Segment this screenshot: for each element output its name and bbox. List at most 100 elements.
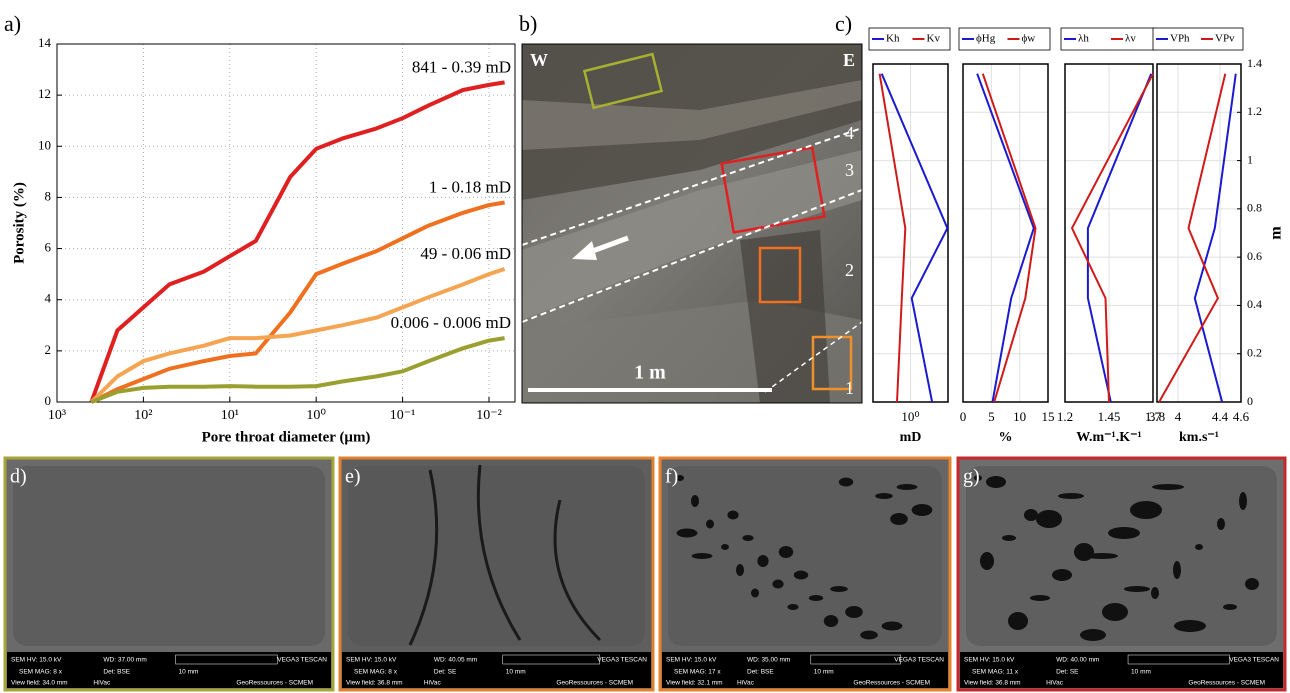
scale-box xyxy=(175,654,278,665)
orientation-label: W xyxy=(530,50,548,70)
sem-info: GeoRessources - SCMEM xyxy=(853,680,930,687)
data-line xyxy=(90,200,505,404)
sem-info: 10 mm xyxy=(814,669,834,676)
pore xyxy=(778,546,794,558)
x-tick-label: 3.8 xyxy=(1149,409,1165,424)
sem-info: Det: SE xyxy=(1056,669,1079,676)
y-tick-label: 1.2 xyxy=(1247,104,1262,118)
pore xyxy=(793,570,809,580)
sem-info: 10 mm xyxy=(179,669,199,676)
sem-info: View field: 36.8 mm xyxy=(964,680,1021,687)
sem-images: d) SEM HV: 15.0 kV WD: 37.00 mm SEM MAG: 8 … xyxy=(3,456,1287,692)
profile-line xyxy=(976,73,1035,403)
y-tick-label: 8 xyxy=(45,188,52,203)
sem-info: SEM MAG: 11 x xyxy=(972,669,1019,676)
fault-line xyxy=(521,189,863,323)
pore xyxy=(1086,553,1118,559)
pore xyxy=(1173,561,1181,579)
panel-label: c) xyxy=(835,11,852,36)
x-tick-label: 4 xyxy=(1175,409,1182,424)
sem-info: 10 mm xyxy=(1131,669,1151,676)
sem-info: View field: 32.1 mm xyxy=(666,680,723,687)
series-label: 0.006 - 0.006 mD xyxy=(391,313,511,332)
y-tick-label: 0.8 xyxy=(1247,201,1262,215)
pore xyxy=(1002,535,1016,541)
pore xyxy=(676,528,698,538)
pore xyxy=(1239,492,1247,510)
panel-label: d) xyxy=(10,466,27,488)
pore xyxy=(787,604,799,610)
scale-box xyxy=(810,654,901,665)
scale-label: 1 m xyxy=(634,362,666,384)
x-tick-label: 0 xyxy=(960,409,967,424)
sem-info: View field: 34.0 mm xyxy=(11,680,68,687)
legend-label: VPh xyxy=(1170,33,1190,45)
y-axis-label: m xyxy=(1268,226,1285,240)
sem-sample xyxy=(668,466,942,646)
sem-info: 10 mm xyxy=(506,669,526,676)
legend-label: λh xyxy=(1078,33,1089,45)
pore xyxy=(1030,595,1050,601)
plot-frame xyxy=(962,63,1049,403)
data-line xyxy=(90,336,505,404)
data-line xyxy=(89,267,506,404)
sem-info: VEGA3 TESCAN xyxy=(597,657,647,664)
pore xyxy=(974,475,982,481)
plot-frame xyxy=(1156,63,1242,403)
x-axis-label: km.s⁻¹ xyxy=(1179,430,1219,445)
x-tick-label: 5 xyxy=(988,409,995,424)
pore xyxy=(721,544,729,550)
series-label: 1 - 0.18 mD xyxy=(429,177,511,196)
sem-info: Det: BSE xyxy=(747,669,774,676)
pore xyxy=(1074,543,1094,561)
sem-info: HiVac xyxy=(93,680,111,687)
bed-label: 1 xyxy=(845,378,854,398)
pore xyxy=(1217,518,1225,530)
sem-info: SEM HV: 15.0 kV xyxy=(964,657,1015,664)
legend-label: λv xyxy=(1125,33,1136,45)
x-tick-label: 1.2 xyxy=(1057,409,1073,424)
sample-box xyxy=(720,146,826,234)
pore xyxy=(772,579,784,589)
pore xyxy=(1108,527,1140,539)
photo-frame xyxy=(521,43,863,404)
y-tick-label: 12 xyxy=(38,86,51,101)
sem-info: SEM HV: 15.0 kV xyxy=(346,657,397,664)
pore xyxy=(727,510,739,520)
y-tick-label: 1.4 xyxy=(1247,56,1262,70)
pore xyxy=(1124,586,1150,592)
legend-box xyxy=(868,27,951,51)
pore xyxy=(1130,501,1162,519)
sem-info-strip xyxy=(342,652,651,688)
profile-line xyxy=(1070,73,1154,403)
sem-sample xyxy=(348,466,645,646)
pore xyxy=(875,493,893,499)
sem-info: VEGA3 TESCAN xyxy=(277,657,327,664)
pore xyxy=(1195,544,1203,550)
scale-box xyxy=(502,654,601,665)
y-tick-label: 0 xyxy=(1247,394,1253,408)
plot-frame xyxy=(872,63,949,403)
x-tick-label: 1.7 xyxy=(1145,409,1162,424)
panel-label: b) xyxy=(519,11,537,36)
legend-label: VPv xyxy=(1215,33,1235,45)
sem-info: HiVac xyxy=(1046,680,1064,687)
sample-box xyxy=(758,246,802,304)
sem-info: GeoRessources - SCMEM xyxy=(236,680,313,687)
y-tick-label: 1 xyxy=(1247,152,1253,166)
pore xyxy=(823,615,839,627)
y-tick-label: 10 xyxy=(38,137,51,152)
pore xyxy=(830,586,848,592)
legend-label: Kv xyxy=(927,33,941,45)
orientation-label: E xyxy=(843,50,855,70)
panel-label: e) xyxy=(345,466,361,488)
sem-info: HiVac xyxy=(424,680,442,687)
pore xyxy=(706,519,714,529)
pore xyxy=(1245,578,1259,590)
pore xyxy=(751,588,759,598)
y-tick-label: 0.2 xyxy=(1247,345,1262,359)
crack xyxy=(476,464,522,641)
pore xyxy=(691,495,699,507)
profile-line xyxy=(1086,73,1153,403)
